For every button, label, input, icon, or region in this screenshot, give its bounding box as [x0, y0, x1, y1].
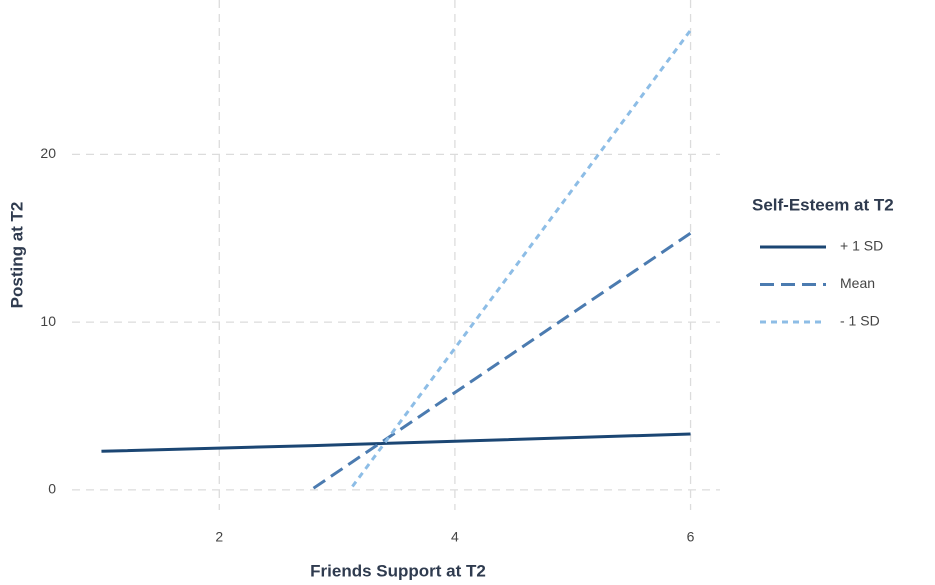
y-tick-label: 10 — [40, 313, 56, 329]
legend-label: + 1 SD — [840, 238, 883, 254]
x-tick-label: 6 — [687, 529, 695, 545]
y-tick-label: 0 — [48, 481, 56, 497]
line-series — [101, 432, 691, 453]
legend-label: - 1 SD — [840, 313, 880, 329]
line-series — [351, 29, 692, 488]
y-tick-label: 20 — [40, 145, 56, 161]
line-series — [312, 231, 692, 490]
x-axis-title: Friends Support at T2 — [310, 561, 486, 580]
legend-title: Self-Esteem at T2 — [752, 195, 894, 214]
legend-label: Mean — [840, 275, 875, 291]
x-tick-label: 4 — [451, 529, 459, 545]
x-tick-label: 2 — [215, 529, 223, 545]
y-axis-title: Posting at T2 — [7, 202, 26, 309]
